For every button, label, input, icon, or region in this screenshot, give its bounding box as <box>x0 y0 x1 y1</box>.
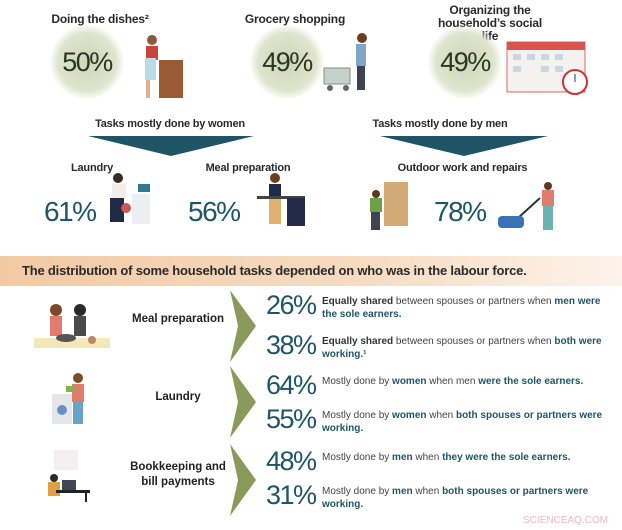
description-segment: Equally shared <box>322 296 394 307</box>
row-label-bookkeeping: Bookkeeping and bill payments <box>130 461 226 488</box>
row-label-meal: Meal preparation <box>131 313 225 325</box>
task-label-dishes: Doing the dishes² <box>51 12 149 26</box>
couple-cooking-icon <box>34 304 110 348</box>
description-segment: both spouses or partners were working. <box>322 410 603 434</box>
banner-text: The distribution of some household tasks… <box>22 263 527 278</box>
laundry-person-icon <box>110 173 150 224</box>
stat-description: Mostly done by women when men were the s… <box>322 375 607 388</box>
stat-description: Equally shared between spouses or partne… <box>322 295 607 321</box>
description-segment: when <box>426 410 456 421</box>
description-segment: both spouses or partners were working. <box>322 486 589 510</box>
stat-dishes: 50% <box>50 25 124 99</box>
task-label-laundry: Laundry <box>71 162 113 174</box>
description-segment: women <box>392 376 427 387</box>
description-segment: men <box>392 486 413 497</box>
calendar-clock-icon <box>506 41 588 95</box>
meal-prep-person-icon <box>257 173 305 226</box>
person-at-computer-icon <box>48 450 90 502</box>
description-segment: between spouses or partners when <box>393 336 555 347</box>
task-label-meal: Meal preparation <box>205 162 291 174</box>
description-segment: Mostly done by <box>322 376 393 387</box>
description-segment: Mostly done by <box>322 410 393 421</box>
description-segment: Mostly done by <box>322 452 393 463</box>
stat-social: 49% <box>428 25 502 99</box>
laundry-machine-icon <box>52 373 84 424</box>
stat-value: 64% <box>266 370 317 400</box>
stat-value: 48% <box>266 446 317 476</box>
stat-meal: 56% <box>188 196 241 227</box>
repair-person-icon <box>370 182 408 230</box>
chevron-arrow <box>230 290 256 362</box>
lawn-mower-person-icon <box>498 182 554 230</box>
stat-description: Mostly done by women when both spouses o… <box>322 409 607 435</box>
task-label-outdoor: Outdoor work and repairs <box>397 162 528 174</box>
description-segment: they were the sole earners. <box>442 452 571 463</box>
description-segment: when <box>412 452 443 463</box>
chevron-arrow <box>230 444 256 516</box>
dishwashing-person-icon <box>145 35 183 98</box>
stat-description: Equally shared between spouses or partne… <box>322 335 607 361</box>
description-segment: between spouses or partners when <box>393 296 555 307</box>
section-banner: The distribution of some household tasks… <box>0 256 622 286</box>
shopping-cart-person-icon <box>323 33 367 91</box>
description-segment: were the sole earners. <box>478 376 584 387</box>
description-segment: women <box>392 410 427 421</box>
stat-value: 38% <box>266 330 317 360</box>
stat-value: 55% <box>266 404 317 434</box>
description-segment: both were working.¹ <box>322 336 602 360</box>
stat-value: 26% <box>266 290 317 320</box>
stat-laundry: 61% <box>44 196 97 227</box>
stat-grocery: 49% <box>250 25 324 99</box>
stat-description: Mostly done by men when they were the so… <box>322 451 607 464</box>
stat-value: 31% <box>266 480 317 510</box>
watermark: SCIENCEAQ.COM <box>522 515 608 526</box>
men-arrow <box>380 136 548 156</box>
description-segment: men <box>392 452 413 463</box>
description-segment: when <box>412 486 443 497</box>
task-label-grocery: Grocery shopping <box>244 12 346 26</box>
chevron-arrow <box>230 366 256 438</box>
stat-outdoor: 78% <box>434 196 487 227</box>
stat-description: Mostly done by men when both spouses or … <box>322 485 607 511</box>
row-label-laundry: Laundry <box>155 391 201 403</box>
men-heading: Tasks mostly done by men <box>372 118 508 130</box>
description-segment: when men <box>426 376 479 387</box>
women-arrow <box>88 136 254 156</box>
description-segment: Mostly done by <box>322 486 393 497</box>
women-heading: Tasks mostly done by women <box>95 118 245 130</box>
description-segment: men were the sole earners. <box>322 296 601 320</box>
description-segment: Equally shared <box>322 336 394 347</box>
